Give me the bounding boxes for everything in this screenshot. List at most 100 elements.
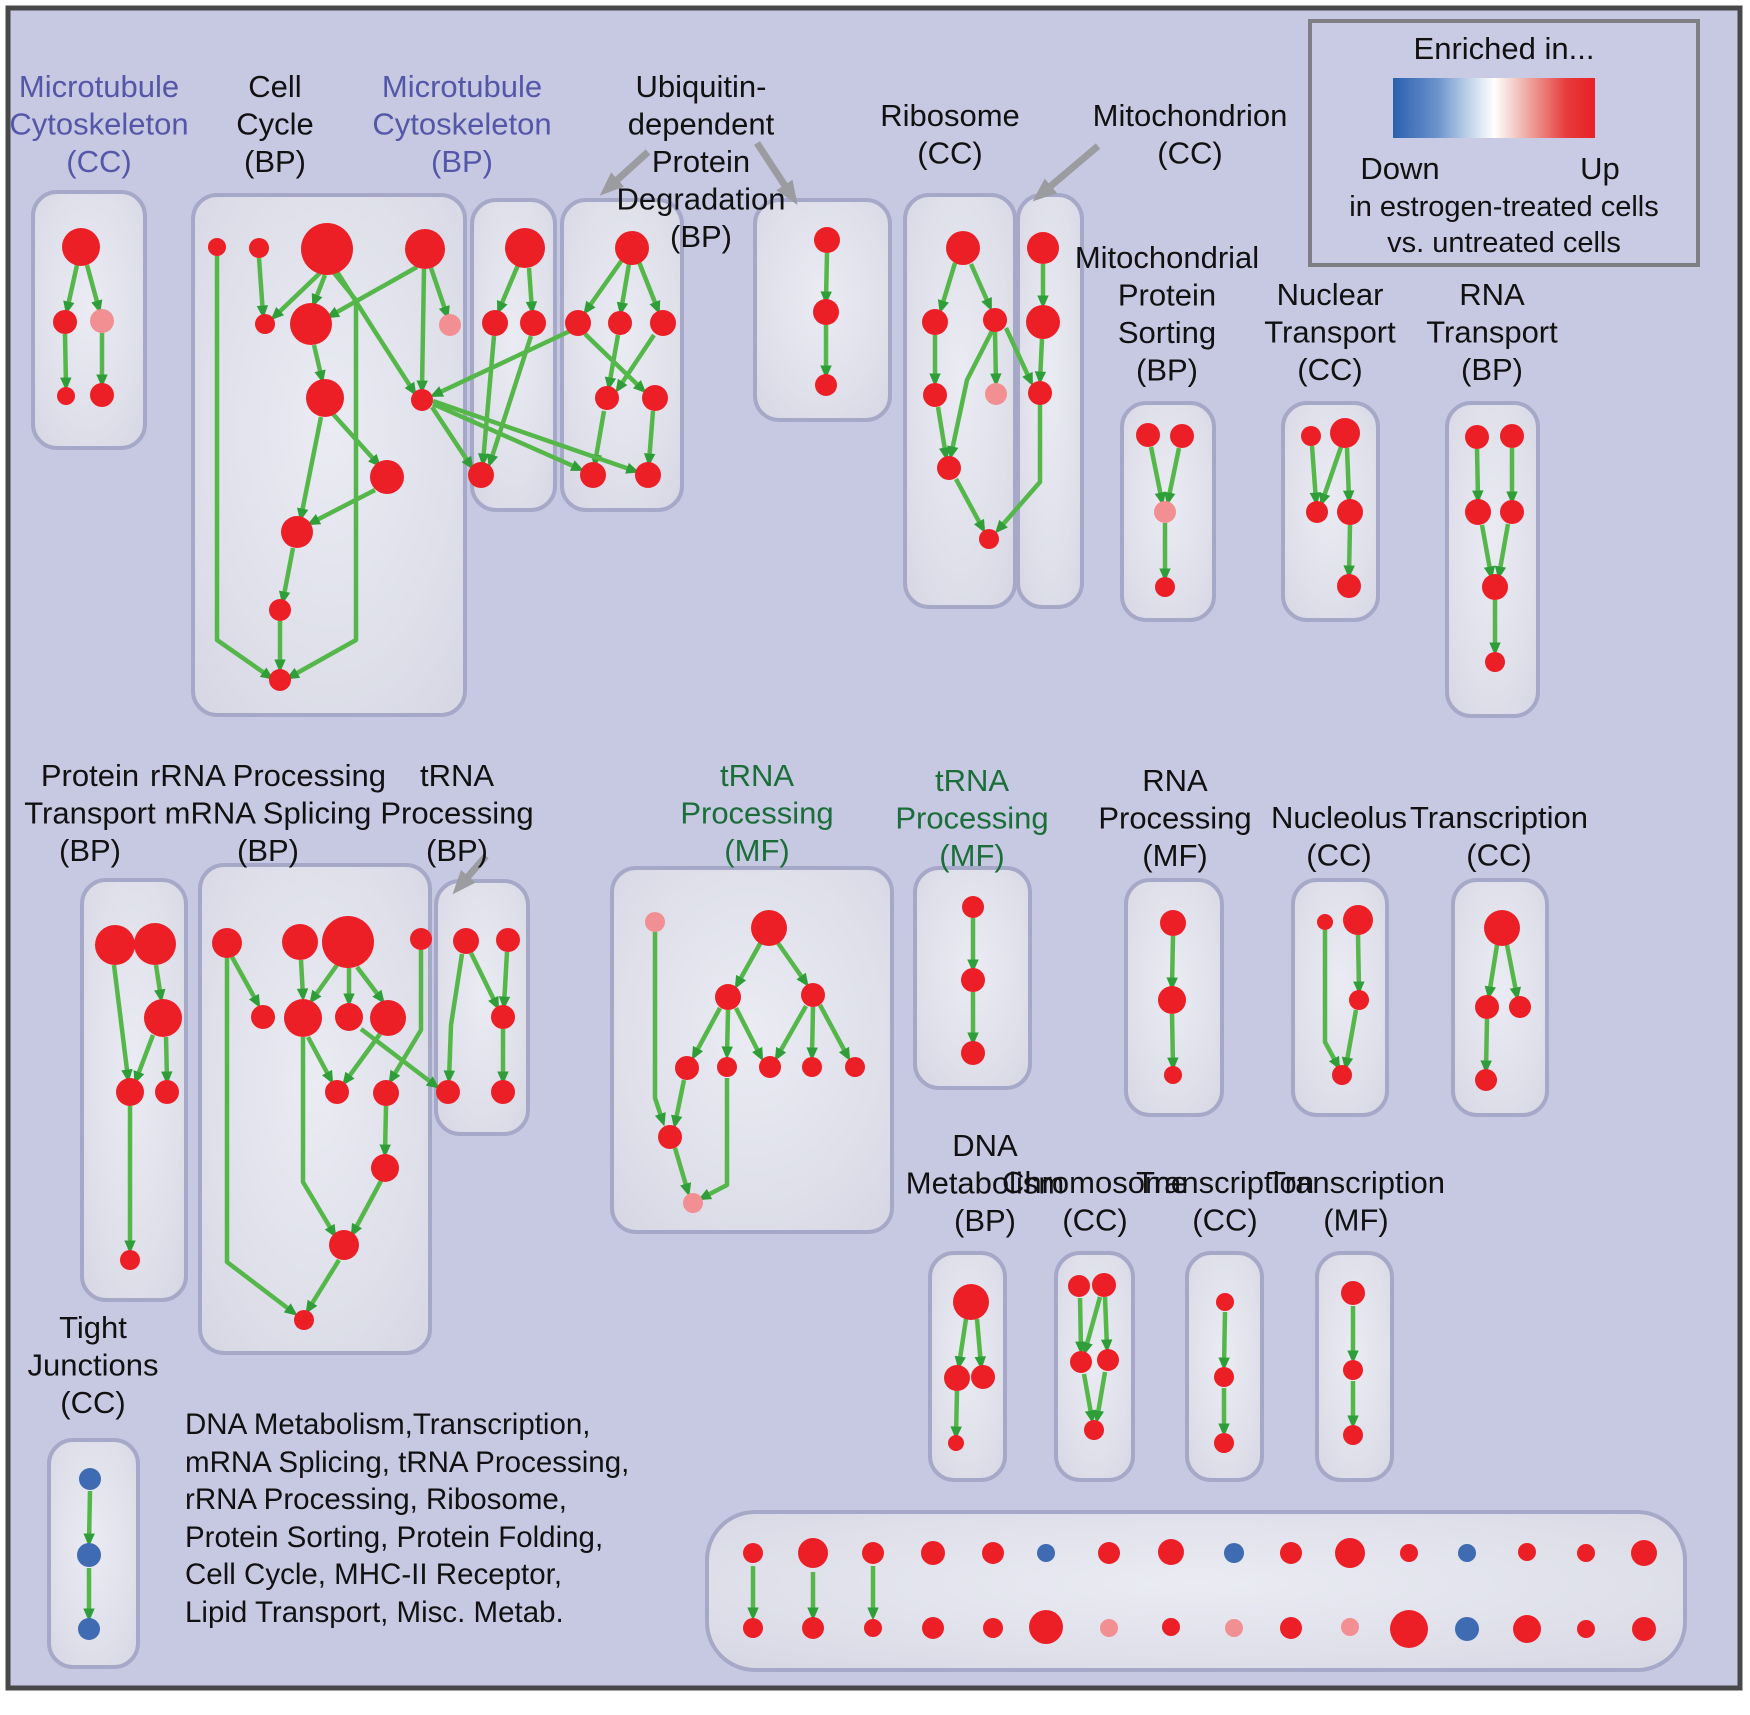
legend-caption-line-2: vs. untreated cells <box>1387 227 1621 259</box>
edge-arrow <box>468 952 500 1011</box>
go-term-node <box>78 1618 100 1640</box>
edge-arrow <box>161 1036 173 1085</box>
edge-arrow <box>697 1078 730 1201</box>
edge-arrow <box>296 959 309 1002</box>
go-term-node <box>1475 1069 1497 1091</box>
edge-arrow <box>616 263 632 316</box>
edge-arrow <box>1353 934 1365 995</box>
cluster-label-ribosome-cc: Ribosome (CC) <box>880 98 1020 171</box>
go-term-node <box>801 983 825 1007</box>
go-term-node <box>95 925 135 965</box>
edge-arrow <box>1342 447 1355 504</box>
go-term-node <box>491 1005 515 1029</box>
go-term-node <box>946 231 980 265</box>
edge-arrow <box>525 267 538 315</box>
edge-arrow <box>672 1147 692 1197</box>
go-term-node <box>1577 1544 1595 1562</box>
go-term-node <box>57 387 75 405</box>
edge-arrow <box>153 964 166 1003</box>
misc-note-line: Cell Cycle, MHC-II Receptor, <box>185 1558 563 1591</box>
go-term-node <box>208 238 226 256</box>
edge-arrow <box>604 334 621 391</box>
go-term-node <box>715 984 741 1010</box>
edge-arrow <box>1484 944 1500 1000</box>
edge-arrow <box>1479 524 1496 580</box>
go-term-node <box>717 1057 737 1077</box>
go-term-node <box>683 1193 703 1213</box>
edge-arrow <box>1081 1373 1097 1424</box>
go-term-node <box>468 462 494 488</box>
go-term-node <box>1335 1538 1365 1568</box>
cross-edge-arrow <box>429 328 571 398</box>
cluster-label-transcription-cc-upper: Transcription (CC) <box>1410 800 1588 873</box>
go-term-node <box>608 311 632 335</box>
go-term-node <box>1136 423 1160 447</box>
misc-note-line: rRNA Processing, Ribosome, <box>185 1483 568 1516</box>
edge-arrow <box>1504 944 1521 1001</box>
edge-arrow <box>379 1105 391 1158</box>
go-term-node <box>405 229 445 269</box>
cluster-label-ubiquitin-degradation-box-1: Ubiquitin-dependent Protein Degradation (BP… <box>617 69 786 254</box>
edge-arrow <box>968 263 993 312</box>
edge-arrow <box>443 953 465 1084</box>
go-term-node <box>294 1310 314 1330</box>
edge-arrow <box>937 262 958 314</box>
go-term-node <box>983 308 1007 332</box>
cluster-label-nuclear-transport-cc: Nuclear Transport (CC) <box>1264 277 1396 387</box>
go-term-node <box>1513 1615 1541 1643</box>
go-term-node <box>982 1542 1004 1564</box>
go-term-node <box>329 1230 359 1260</box>
go-term-node <box>864 1619 882 1637</box>
legend-title: Enriched in... <box>1413 31 1595 66</box>
go-term-node <box>845 1057 865 1077</box>
go-term-node <box>922 309 948 335</box>
legend-gradient-bar <box>1393 78 1595 138</box>
go-term-node <box>944 1365 970 1391</box>
cluster-label-trna-processing-mf-small: tRNA Processing (MF) <box>895 763 1048 873</box>
edge-arrow <box>331 412 382 468</box>
go-term-node <box>1100 1619 1118 1637</box>
go-term-node <box>1458 1544 1476 1562</box>
go-term-node <box>971 1365 995 1389</box>
edge-arrow <box>652 932 666 1127</box>
edge-arrow <box>270 271 322 321</box>
legend-down-label: Down <box>1360 151 1440 186</box>
go-term-node <box>743 1618 763 1638</box>
go-term-node <box>505 228 545 268</box>
edge-arrow <box>733 1006 764 1062</box>
go-term-node <box>1084 1420 1104 1440</box>
cross-edge-arrow <box>432 401 585 472</box>
go-term-node <box>1485 652 1505 672</box>
go-term-node <box>269 669 291 691</box>
go-term-node <box>1097 1349 1119 1371</box>
cluster-label-chromosome-cc: Chromosome (CC) <box>1002 1165 1188 1238</box>
edge-arrow <box>305 1258 341 1314</box>
edge-arrow <box>776 941 809 987</box>
go-term-node <box>520 310 546 336</box>
edge-arrow <box>1075 1297 1087 1355</box>
go-term-node <box>1301 426 1321 446</box>
go-term-node <box>937 456 961 480</box>
cluster-label-nucleolus-cc: Nucleolus (CC) <box>1271 800 1407 873</box>
go-term-node <box>53 310 77 334</box>
edge-arrow <box>355 965 385 1004</box>
edge-arrow <box>496 264 521 315</box>
go-term-node <box>1390 1610 1428 1648</box>
go-term-node <box>1631 1540 1657 1566</box>
go-term-node <box>1518 1543 1536 1561</box>
edge-arrow <box>1309 445 1322 506</box>
go-term-node <box>62 228 100 266</box>
edge-arrow <box>342 1032 382 1086</box>
go-term-node <box>1170 424 1194 448</box>
cluster-label-trna-processing-bp: tRNA Processing (BP) <box>380 758 533 868</box>
go-term-node <box>1224 1543 1244 1563</box>
go-term-node <box>482 310 508 336</box>
edge-arrow <box>954 1318 969 1370</box>
edge-arrow <box>1472 448 1484 504</box>
edge-arrow <box>214 256 274 680</box>
go-term-node <box>635 462 661 488</box>
cluster-box-rna-transport-bp <box>1445 401 1540 718</box>
label-pointer-arrow <box>754 141 798 206</box>
edge-arrow <box>643 410 656 467</box>
go-term-node <box>1343 1425 1363 1445</box>
